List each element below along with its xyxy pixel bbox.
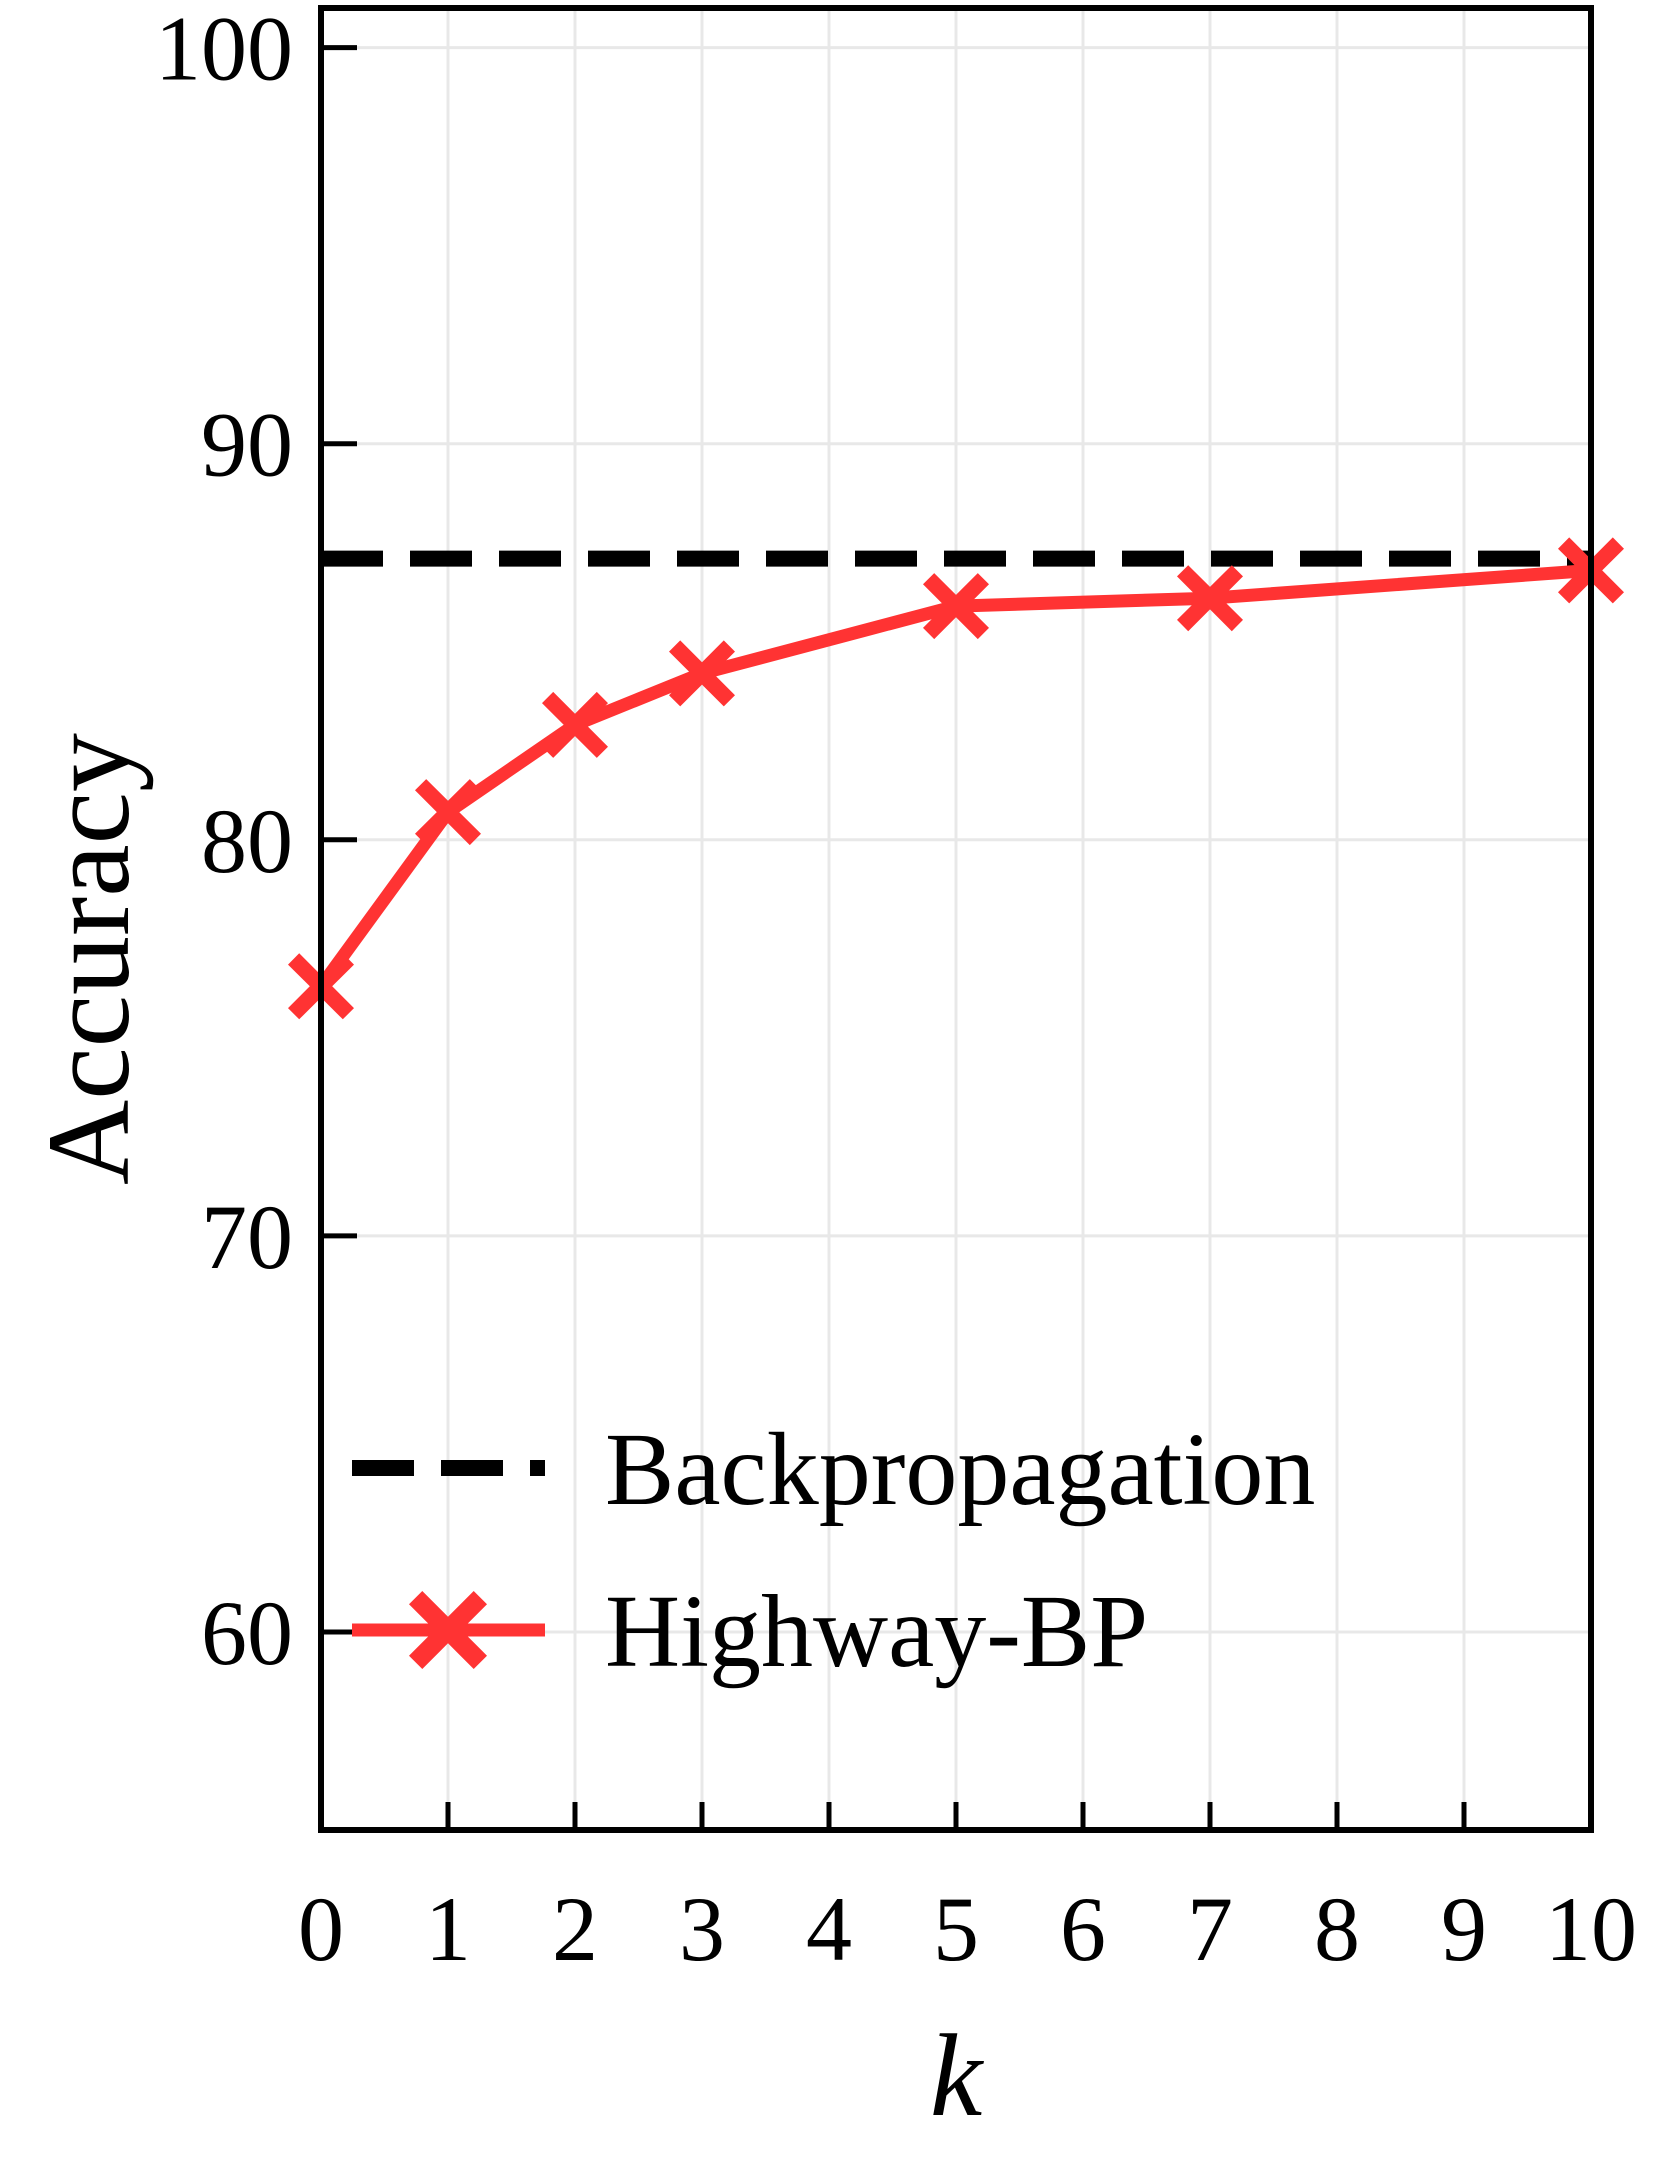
x-tick-label: 10 [1545,1878,1637,1980]
plot-series [288,537,1624,1020]
legend-label-highway-bp: Highway-BP [605,1574,1148,1689]
legend: Backpropagation Highway-BP [352,1412,1315,1689]
x-tick-label: 3 [679,1878,725,1980]
y-axis-title: Accuracy [23,733,154,1185]
highway-bp-point [923,573,989,640]
highway-bp-point [1177,565,1243,632]
highway-bp-point [415,779,481,846]
y-tick-label: 100 [155,0,293,100]
y-tick-label: 70 [201,1186,293,1288]
x-tick-label: 9 [1441,1878,1487,1980]
y-tick-label: 80 [201,790,293,892]
x-tick-label: 2 [552,1878,598,1980]
y-tick-label: 60 [201,1582,293,1684]
x-tick-label: 1 [425,1878,471,1980]
highway-bp-point [669,640,735,707]
grid-lines [319,8,1593,1830]
axis-ticks: 0 1 2 3 4 5 6 7 8 9 10 60 70 80 90 100 [155,0,1637,1980]
legend-marker-highway-bp [409,1591,487,1669]
x-tick-label: 5 [933,1878,979,1980]
x-tick-label: 4 [806,1878,852,1980]
x-axis-title: k [930,2010,985,2141]
highway-bp-point [542,691,608,758]
x-tick-label: 7 [1187,1878,1233,1980]
legend-label-backpropagation: Backpropagation [605,1412,1315,1527]
y-tick-label: 90 [201,394,293,496]
x-tick-label: 8 [1314,1878,1360,1980]
x-tick-label: 6 [1060,1878,1106,1980]
x-tick-label: 0 [298,1878,344,1980]
